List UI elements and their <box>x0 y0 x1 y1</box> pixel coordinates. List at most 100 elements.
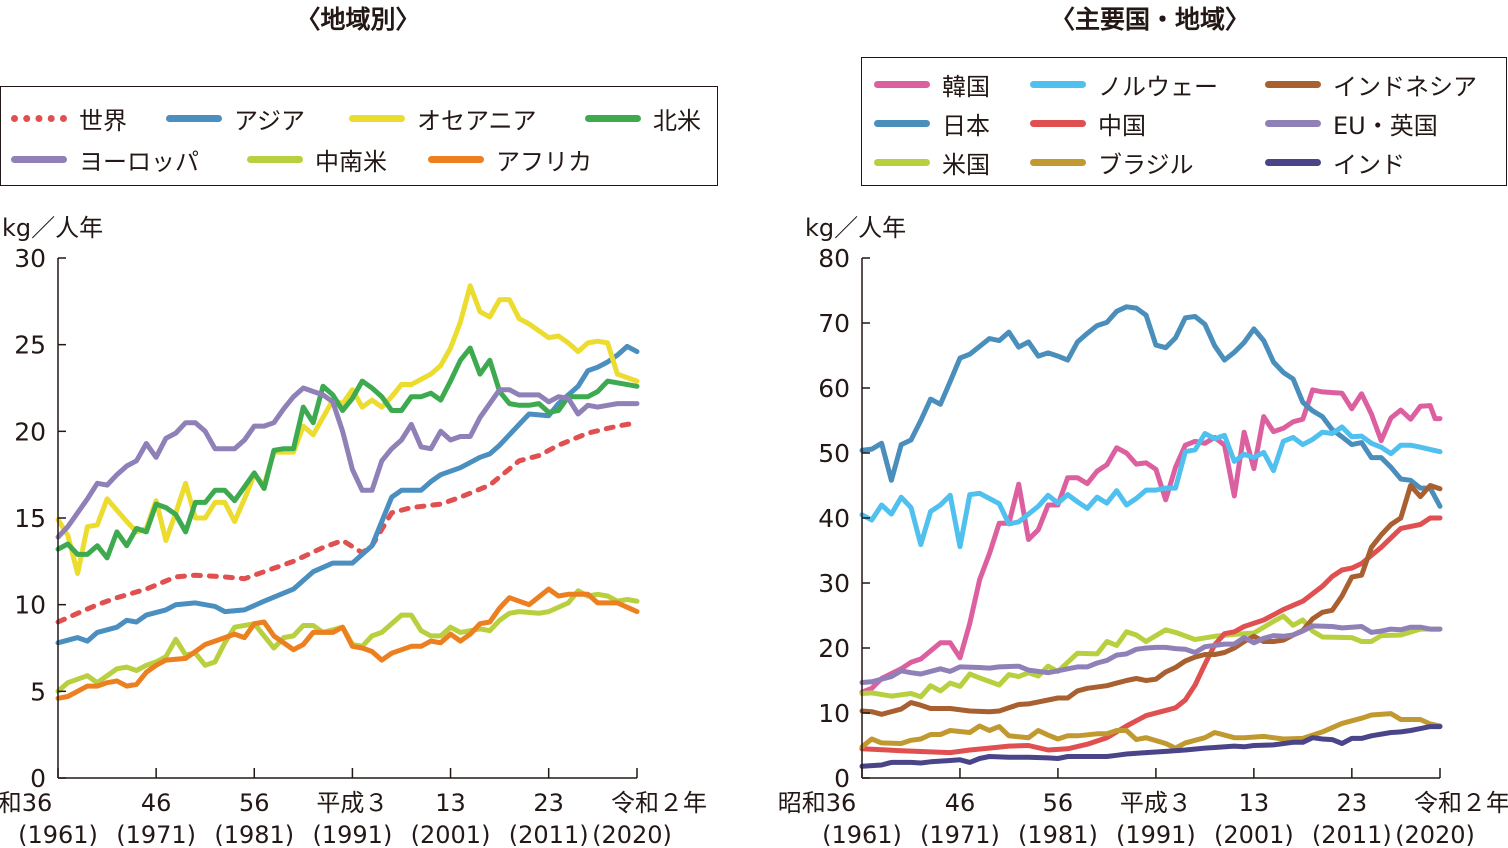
legend-label: 北米 <box>653 107 701 135</box>
legend-swatch <box>1265 120 1321 127</box>
y-tick-label: 70 <box>818 309 850 338</box>
legend-swatch <box>1030 81 1086 88</box>
legend-item-europe: ヨーロッパ <box>11 142 199 177</box>
legend-label: 中南米 <box>315 148 387 176</box>
x-tick-year-label: (2011) <box>509 821 589 848</box>
legend-swatch <box>1265 81 1321 88</box>
series-line-1 <box>55 420 640 625</box>
y-tick-label: 30 <box>14 244 46 273</box>
legend-label: 日本 <box>942 112 990 140</box>
y-tick-label: 20 <box>14 417 46 446</box>
legend-item-china: 中国 <box>1030 106 1146 141</box>
x-tick-year-label: (1991) <box>313 821 393 848</box>
legend-label: ヨーロッパ <box>79 148 199 176</box>
legend-label: EU・英国 <box>1333 112 1438 140</box>
x-tick-year-label: (1981) <box>1018 821 1098 848</box>
x-tick-era-label: 13 <box>1239 789 1270 817</box>
series-line-9 <box>859 724 1443 769</box>
x-tick-era-label: 昭和36 <box>778 789 857 817</box>
legend-label: 世界 <box>79 107 127 135</box>
legend-swatch <box>1030 159 1086 166</box>
series-line-6 <box>859 711 1443 751</box>
x-tick-era-label: 令和２年 <box>611 789 707 817</box>
right-chart: 0 10 20 30 40 50 60 70 80 昭和36 (1961) 46 (1971) 56 (19… <box>778 244 1508 848</box>
series-line-5 <box>55 385 640 540</box>
x-tick-era-label: 56 <box>239 789 270 817</box>
legend-item-world: 世界 <box>11 101 127 136</box>
legend-swatch <box>874 81 930 88</box>
x-tick-year-label: (2011) <box>1312 821 1392 848</box>
x-tick-era-label: 13 <box>435 789 466 817</box>
x-tick-year-label: (2001) <box>1214 821 1294 848</box>
series-line-3 <box>55 283 640 576</box>
y-tick-label: 50 <box>818 439 850 468</box>
legend-item-brazil: ブラジル <box>1030 145 1194 180</box>
x-tick-year-label: (1961) <box>18 821 98 848</box>
legend-label: ブラジル <box>1098 151 1194 179</box>
y-tick-label: 80 <box>818 244 850 273</box>
legend-label: 韓国 <box>942 73 990 101</box>
series-line-2 <box>859 304 1443 509</box>
x-tick-era-label: 46 <box>141 789 172 817</box>
series-line-1 <box>859 387 1443 695</box>
x-tick-year-label: (1971) <box>920 821 1000 848</box>
x-tick-year-label: (1981) <box>214 821 294 848</box>
right-y-axis-unit: kg／人年 <box>805 214 907 242</box>
x-tick-era-label: 23 <box>1337 789 1368 817</box>
x-tick-year-label: (2020) <box>592 821 672 848</box>
x-tick-era-label: 56 <box>1043 789 1074 817</box>
x-tick-year-label: (2001) <box>411 821 491 848</box>
legend-swatch <box>1030 120 1086 127</box>
x-tick-era-label: 23 <box>533 789 564 817</box>
series-line-7 <box>55 586 640 701</box>
y-tick-label: 0 <box>834 764 850 793</box>
y-tick-label: 25 <box>14 331 46 360</box>
legend-label: 米国 <box>942 151 990 179</box>
legend-swatch <box>166 115 222 122</box>
x-tick-era-label: 平成３ <box>316 789 388 817</box>
x-tick-year-label: (1991) <box>1116 821 1196 848</box>
left-chart-title: 〈地域別〉 <box>295 5 421 34</box>
legend-item-japan: 日本 <box>874 106 990 141</box>
legend-item-indonesia: インドネシア <box>1265 67 1477 102</box>
x-tick-year-label: (2020) <box>1395 821 1475 848</box>
series-line-4 <box>55 345 640 561</box>
x-tick-era-label: 令和２年 <box>1414 789 1508 817</box>
left-legend: 世界 アジア オセアニア 北米 ヨーロッパ 中南米 アフリカ <box>0 86 718 186</box>
series-line-7 <box>859 483 1443 717</box>
legend-item-oceania: オセアニア <box>349 101 537 136</box>
right-chart-title: 〈主要国・地域〉 <box>1049 5 1251 34</box>
legend-label: インドネシア <box>1333 73 1477 101</box>
y-tick-label: 20 <box>818 634 850 663</box>
legend-swatch <box>874 159 930 166</box>
y-tick-label: 10 <box>818 699 850 728</box>
legend-item-latin-america: 中南米 <box>247 142 387 177</box>
legend-swatch <box>874 120 930 127</box>
y-tick-label: 30 <box>818 569 850 598</box>
series-line-8 <box>859 623 1443 685</box>
legend-label: オセアニア <box>417 107 537 135</box>
legend-item-india: インド <box>1265 145 1405 180</box>
legend-label: インド <box>1333 151 1405 179</box>
legend-item-usa: 米国 <box>874 145 990 180</box>
legend-label: アジア <box>234 107 306 135</box>
legend-label: ノルウェー <box>1098 73 1218 101</box>
series-line-2 <box>55 343 640 646</box>
y-tick-label: 15 <box>14 504 46 533</box>
legend-item-africa: アフリカ <box>428 142 592 177</box>
left-y-axis-unit: kg／人年 <box>2 214 104 242</box>
y-tick-label: 40 <box>818 504 850 533</box>
legend-item-north-america: 北米 <box>585 101 701 136</box>
legend-item-korea: 韓国 <box>874 67 990 102</box>
series-line-5 <box>859 515 1443 756</box>
legend-label: 中国 <box>1098 112 1146 140</box>
right-legend: 韓国 日本 米国 ノルウェー 中国 ブラジル インドネシア EU・英国 インド <box>861 57 1507 186</box>
x-tick-year-label: (1971) <box>116 821 196 848</box>
left-chart: 0 5 10 15 20 25 30 昭和36 (1961) 46 (1971) 56 (1981) 平成… <box>0 244 707 848</box>
legend-swatch <box>1265 159 1321 166</box>
x-tick-year-label: (1961) <box>822 821 902 848</box>
legend-swatch <box>349 115 405 122</box>
legend-item-asia: アジア <box>166 101 305 136</box>
legend-swatch <box>11 115 67 122</box>
